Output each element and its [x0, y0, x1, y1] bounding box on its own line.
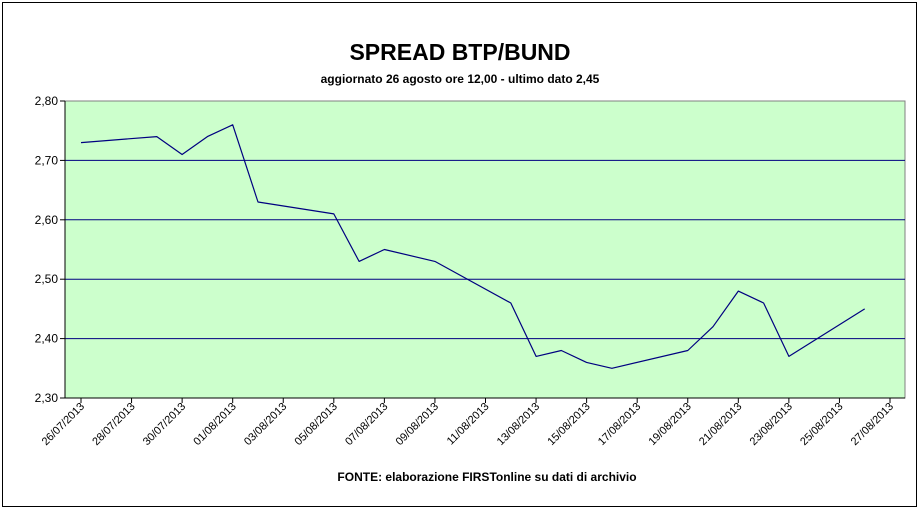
- x-tick-label: 05/08/2013: [293, 401, 340, 448]
- x-tick-label: 17/08/2013: [596, 401, 643, 448]
- y-tick-label: 2,40: [35, 332, 59, 346]
- x-tick-label: 25/08/2013: [798, 401, 845, 448]
- y-axis: 2,30 2,40 2,50 2,60 2,70 2,80: [35, 94, 66, 405]
- y-tick-label: 2,70: [35, 153, 59, 167]
- chart-title: SPREAD BTP/BUND: [349, 39, 570, 65]
- chart-subtitle: aggiornato 26 agosto ore 12,00 - ultimo …: [321, 72, 600, 86]
- x-tick-label: 09/08/2013: [394, 401, 441, 448]
- y-tick-label: 2,60: [35, 213, 59, 227]
- x-tick-label: 21/08/2013: [697, 401, 744, 448]
- x-tick-label: 28/07/2013: [90, 401, 137, 448]
- x-tick-label: 01/08/2013: [191, 401, 238, 448]
- plot-area: 2,30 2,40 2,50 2,60 2,70 2,80 26/07/2013 28/07…: [35, 94, 906, 448]
- y-tick-label: 2,80: [35, 94, 59, 108]
- series-line: [80, 124, 866, 369]
- x-tick-label: 07/08/2013: [343, 401, 390, 448]
- gridlines: [65, 159, 905, 340]
- x-tick-label: 27/08/2013: [849, 401, 896, 448]
- y-tick-label: 2,30: [35, 391, 59, 405]
- x-tick-label: 13/08/2013: [495, 401, 542, 448]
- x-tick-label: 11/08/2013: [445, 401, 492, 448]
- x-tick-label: 30/07/2013: [141, 401, 188, 448]
- y-tick-label: 2,50: [35, 272, 59, 286]
- x-tick-label: 23/08/2013: [748, 401, 795, 448]
- spread-chart: SPREAD BTP/BUND aggiornato 26 agosto ore…: [35, 39, 906, 484]
- x-tick-label: 26/07/2013: [40, 401, 87, 448]
- x-tick-label: 15/08/2013: [545, 401, 592, 448]
- x-tick-label: 19/08/2013: [646, 401, 693, 448]
- plot-background: [64, 100, 906, 399]
- source-note: FONTE: elaborazione FIRSTonline su dati …: [337, 470, 636, 484]
- x-axis: 26/07/2013 28/07/2013 30/07/2013 01/08/2013…: [40, 397, 905, 448]
- x-tick-label: 03/08/2013: [242, 401, 289, 448]
